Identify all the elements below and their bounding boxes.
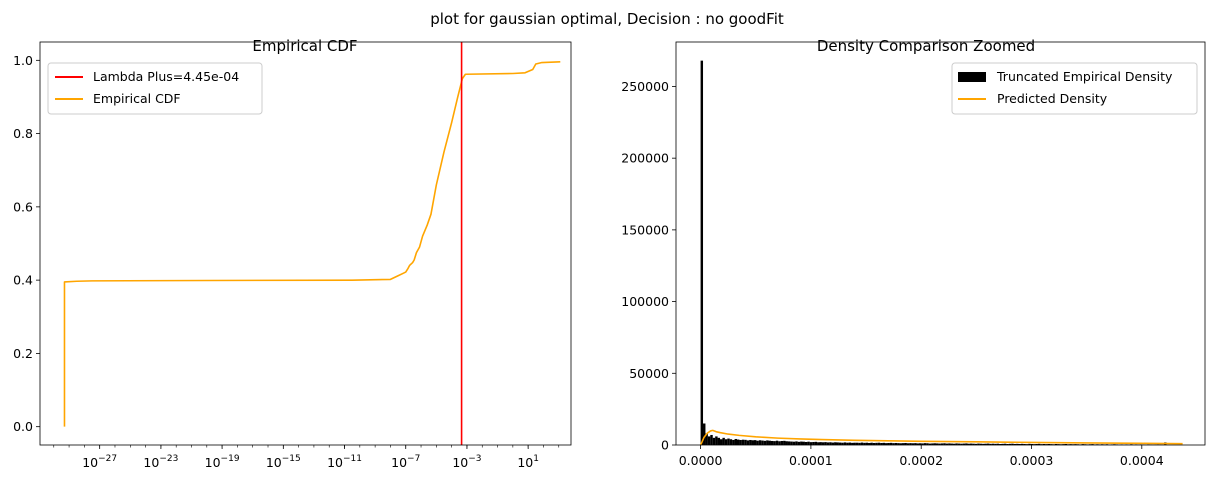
histogram-bar — [742, 440, 744, 445]
density-comparison-title: Density Comparison Zoomed — [817, 37, 1035, 55]
y-tick-label: 250000 — [621, 79, 669, 94]
histogram-bar — [747, 440, 749, 445]
histogram-bar — [810, 442, 812, 445]
histogram-bar — [756, 441, 758, 445]
histogram-bar — [805, 442, 807, 445]
histogram-bar — [788, 441, 790, 445]
histogram-bar — [807, 442, 809, 445]
histogram-bar — [722, 438, 724, 445]
histogram-bar — [739, 440, 741, 445]
histogram-bar — [822, 442, 824, 445]
empirical-cdf-legend: Lambda Plus=4.45e-04 Empirical CDF — [48, 63, 262, 114]
histogram-bar — [730, 439, 732, 445]
histogram-bar — [783, 441, 785, 445]
legend-swatch-histogram — [958, 72, 986, 82]
histogram-bar — [703, 423, 705, 445]
y-tick-label: 0.2 — [13, 346, 33, 361]
y-tick-label: 0.4 — [13, 273, 33, 288]
histogram-bar — [834, 442, 836, 445]
legend-label-vline: Lambda Plus=4.45e-04 — [93, 69, 239, 84]
histogram-bar — [761, 441, 763, 445]
histogram-bar — [771, 441, 773, 445]
y-tick-label: 50000 — [629, 366, 669, 381]
y-tick-label: 0.6 — [13, 199, 33, 214]
histogram-bar — [812, 442, 814, 445]
legend-label-predicted: Predicted Density — [997, 91, 1108, 106]
histogram-bar — [754, 440, 756, 445]
histogram-bar — [718, 438, 720, 445]
histogram-bar — [735, 439, 737, 445]
histogram-bar — [710, 435, 712, 445]
histogram-bar — [759, 440, 761, 445]
histogram-bar — [798, 442, 800, 445]
legend-label-histogram: Truncated Empirical Density — [996, 69, 1173, 84]
histogram-bar — [764, 441, 766, 445]
histogram-bar — [773, 441, 775, 445]
density-legend: Truncated Empirical Density Predicted De… — [952, 63, 1197, 114]
y-tick-label: 200000 — [621, 151, 669, 166]
x-tick-label: 0.0004 — [1120, 453, 1164, 468]
histogram-bar — [737, 440, 739, 445]
histogram-bar — [778, 441, 780, 445]
histogram-bar — [803, 442, 805, 445]
histogram-bar — [701, 61, 703, 445]
histogram-bar — [732, 440, 734, 445]
histogram-bar — [744, 440, 746, 445]
histogram-bar — [824, 442, 826, 445]
x-tick-label: 0.0000 — [679, 453, 723, 468]
x-tick-label: 0.0001 — [789, 453, 833, 468]
histogram-bar — [820, 442, 822, 445]
legend-label-cdf: Empirical CDF — [93, 91, 181, 106]
histogram-bar — [720, 439, 722, 445]
empirical-cdf-title: Empirical CDF — [252, 37, 357, 55]
figure-suptitle: plot for gaussian optimal, Decision : no… — [430, 10, 784, 28]
histogram-bar — [715, 436, 717, 445]
histogram-bar — [815, 442, 817, 445]
histogram-bar — [790, 442, 792, 445]
histogram-bar — [829, 442, 831, 445]
histogram-bar — [793, 442, 795, 445]
histogram-bar — [708, 436, 710, 445]
y-tick-label: 150000 — [621, 222, 669, 237]
y-tick-label: 100000 — [621, 294, 669, 309]
x-tick-label: 0.0003 — [1010, 453, 1054, 468]
y-tick-label: 1.0 — [13, 53, 33, 68]
histogram-bar — [795, 441, 797, 445]
histogram-bar — [727, 439, 729, 445]
histogram-bar — [713, 438, 715, 445]
histogram-bar — [781, 441, 783, 445]
y-tick-label: 0.0 — [13, 419, 33, 434]
histogram-bar — [786, 441, 788, 445]
histogram-bar — [769, 441, 771, 445]
y-tick-label: 0 — [661, 438, 669, 453]
histogram-bar — [776, 441, 778, 445]
histogram-bar — [766, 440, 768, 445]
histogram-bar — [749, 440, 751, 445]
histogram-bar — [752, 440, 754, 445]
histogram-bar — [800, 442, 802, 445]
histogram-bar — [817, 442, 819, 445]
x-tick-label: 0.0002 — [899, 453, 943, 468]
y-tick-label: 0.8 — [13, 126, 33, 141]
histogram-bar — [725, 439, 727, 445]
